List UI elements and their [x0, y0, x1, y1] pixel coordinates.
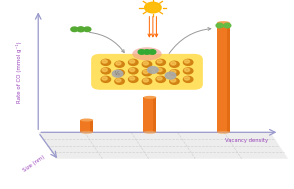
Circle shape: [142, 61, 152, 67]
Circle shape: [170, 61, 179, 67]
Text: Size (nm): Size (nm): [22, 154, 46, 173]
Circle shape: [116, 70, 121, 74]
Circle shape: [170, 70, 179, 76]
Ellipse shape: [217, 131, 230, 134]
Circle shape: [130, 77, 135, 80]
Circle shape: [77, 27, 85, 32]
Circle shape: [101, 59, 111, 65]
Text: Vacancy density: Vacancy density: [225, 138, 268, 143]
Circle shape: [224, 23, 231, 28]
Ellipse shape: [80, 131, 93, 134]
Circle shape: [184, 77, 190, 80]
Circle shape: [156, 68, 166, 74]
Circle shape: [116, 79, 121, 82]
Circle shape: [130, 68, 135, 72]
FancyBboxPatch shape: [91, 54, 203, 90]
Circle shape: [156, 76, 166, 82]
Bar: [143, 97, 156, 132]
Bar: [80, 120, 93, 132]
Circle shape: [101, 76, 111, 82]
Circle shape: [183, 68, 193, 74]
Circle shape: [184, 68, 190, 72]
Circle shape: [149, 50, 156, 54]
Ellipse shape: [143, 96, 156, 99]
Bar: [217, 23, 230, 132]
Circle shape: [171, 70, 176, 74]
Circle shape: [130, 60, 135, 63]
Circle shape: [157, 77, 162, 80]
Circle shape: [115, 61, 124, 67]
Ellipse shape: [80, 119, 93, 122]
Circle shape: [102, 68, 107, 72]
Circle shape: [71, 27, 78, 32]
Polygon shape: [38, 132, 288, 159]
Circle shape: [142, 78, 152, 84]
Text: Rate of CO (mmol g⁻¹): Rate of CO (mmol g⁻¹): [16, 41, 22, 103]
Circle shape: [101, 68, 111, 74]
Circle shape: [84, 27, 91, 32]
Circle shape: [216, 23, 223, 28]
Circle shape: [143, 62, 148, 65]
Bar: [153, 97, 156, 132]
Text: $V_s$: $V_s$: [114, 69, 121, 78]
Circle shape: [143, 50, 151, 54]
Bar: [90, 120, 93, 132]
Circle shape: [142, 70, 152, 76]
Circle shape: [115, 70, 124, 76]
Circle shape: [138, 50, 145, 54]
Circle shape: [143, 79, 148, 82]
Bar: [227, 23, 230, 132]
Circle shape: [115, 78, 124, 84]
Circle shape: [156, 59, 166, 65]
Circle shape: [184, 60, 190, 63]
Ellipse shape: [91, 54, 203, 90]
Circle shape: [171, 79, 176, 82]
Circle shape: [143, 70, 148, 74]
Circle shape: [148, 67, 158, 73]
Circle shape: [128, 59, 138, 65]
Circle shape: [128, 76, 138, 82]
Circle shape: [157, 60, 162, 63]
Circle shape: [165, 72, 176, 79]
Circle shape: [116, 62, 121, 65]
Circle shape: [157, 68, 162, 72]
Circle shape: [183, 59, 193, 65]
Circle shape: [145, 2, 161, 13]
Circle shape: [102, 77, 107, 80]
Circle shape: [128, 68, 138, 74]
Ellipse shape: [143, 131, 156, 134]
Ellipse shape: [217, 21, 230, 24]
Circle shape: [102, 60, 107, 63]
Ellipse shape: [132, 47, 162, 60]
Circle shape: [170, 78, 179, 84]
Circle shape: [183, 76, 193, 82]
Circle shape: [171, 62, 176, 65]
Circle shape: [112, 70, 123, 77]
